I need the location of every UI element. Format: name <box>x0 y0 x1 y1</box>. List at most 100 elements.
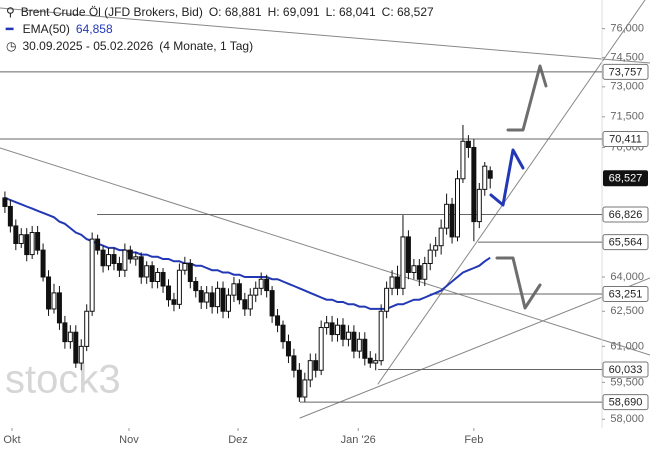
y-tick-label: 59,500 <box>610 376 644 388</box>
candle-body <box>302 379 308 398</box>
candle-body <box>176 269 182 305</box>
level-box <box>602 285 649 302</box>
candle-body <box>100 249 106 267</box>
y-tick-label: 73,000 <box>610 81 644 93</box>
candle-body <box>444 203 450 229</box>
candle-body <box>7 205 13 227</box>
legend-swatch: ━ <box>6 22 14 36</box>
instrument: Brent Crude Öl (JFD Brokers, Bid) <box>20 5 203 19</box>
candle-body <box>307 360 313 381</box>
candle-body <box>171 299 177 305</box>
level-box <box>602 361 649 378</box>
candle-body <box>2 197 8 207</box>
candle-body <box>18 234 24 245</box>
y-tick-label: 58,000 <box>610 413 644 425</box>
drawings <box>0 0 650 419</box>
level-label: 58,690 <box>609 397 643 409</box>
level-label: 60,033 <box>609 364 643 376</box>
candle-body <box>318 327 324 371</box>
candle-body <box>116 262 122 271</box>
arrow-up <box>506 64 548 132</box>
last-price-box <box>603 170 648 187</box>
candle-body <box>345 331 351 340</box>
candle-body <box>395 276 401 289</box>
candle-body <box>198 290 204 303</box>
candle-body <box>356 338 362 352</box>
x-tick-label: Feb <box>464 434 483 446</box>
candle-body <box>84 310 90 347</box>
candle-body <box>471 146 477 223</box>
level-box <box>602 131 649 148</box>
level-label: 66,826 <box>609 209 643 221</box>
candle-body <box>127 249 133 260</box>
header-line: ━ EMA(50) 64,858 <box>6 21 440 38</box>
x-tick-label: Nov <box>119 434 139 446</box>
level-box <box>602 206 649 223</box>
candle-body <box>476 188 482 223</box>
candle-body <box>133 256 139 260</box>
icon: ⚲ <box>6 5 15 19</box>
candle-body <box>62 322 68 343</box>
trend-line <box>0 7 650 64</box>
candle-body <box>78 345 84 364</box>
last-price-label: 68,527 <box>609 173 643 185</box>
candle-body <box>324 322 330 329</box>
candle-body <box>411 265 417 273</box>
level-box <box>602 234 649 251</box>
candle-body <box>269 290 275 317</box>
candle-body <box>378 310 384 362</box>
trend-line <box>299 277 650 419</box>
candle-body <box>160 271 166 287</box>
candle-body <box>122 249 128 271</box>
candle-body <box>13 225 19 245</box>
candle-body <box>73 331 79 364</box>
candle-body <box>422 262 428 280</box>
candle-body <box>106 254 112 267</box>
candle-body <box>236 283 242 301</box>
level-label: 73,757 <box>609 66 643 78</box>
candle-body <box>405 236 411 273</box>
header-line: ◷ 30.09.2025 - 05.02.2026 (4 Monate, 1 Tag… <box>6 38 440 55</box>
candle-body <box>449 203 455 238</box>
candle-body <box>225 294 231 312</box>
candle-body <box>433 245 439 251</box>
candle-body <box>400 236 406 289</box>
legend-value: 64,858 <box>75 22 113 36</box>
y-tick-label: 71,500 <box>610 111 644 123</box>
x-tick-label: Dez <box>228 434 248 446</box>
candle-body <box>389 276 395 289</box>
candle-body <box>29 232 35 256</box>
ohlc: H: 69,091 <box>267 5 320 19</box>
candle-body <box>155 271 161 283</box>
candle-body <box>384 287 390 312</box>
candle-body <box>313 360 319 371</box>
candle-body <box>40 249 46 278</box>
candle-body <box>89 238 95 312</box>
x-tick-label: Jan '26 <box>341 434 376 446</box>
ohlc: C: 68,527 <box>381 5 434 19</box>
candle-body <box>231 283 237 296</box>
candle-body <box>144 265 150 278</box>
candle-body <box>193 281 199 292</box>
y-tick-label: 61,000 <box>610 340 644 352</box>
candle-body <box>258 278 264 289</box>
trend-line <box>377 0 646 385</box>
candle-body <box>340 324 346 340</box>
icon: ◷ <box>6 39 17 53</box>
level-label: 70,411 <box>609 133 642 145</box>
candle-body <box>215 287 221 308</box>
candle-body <box>291 355 297 371</box>
candle-body <box>51 292 57 310</box>
candle-body <box>56 292 62 324</box>
candle-body <box>280 324 286 343</box>
candle-body <box>329 322 335 336</box>
arrow-down <box>495 256 542 310</box>
candle-body <box>138 256 144 278</box>
header-line: ⚲ Brent Crude Öl (JFD Brokers, Bid) O: 68,… <box>6 4 440 21</box>
candle-body <box>95 238 101 251</box>
trend-line <box>0 147 650 356</box>
candle-body <box>242 299 248 310</box>
y-tick-label: 62,500 <box>610 305 644 317</box>
candle-body <box>187 262 193 283</box>
y-tick-label: 74,500 <box>610 51 644 63</box>
